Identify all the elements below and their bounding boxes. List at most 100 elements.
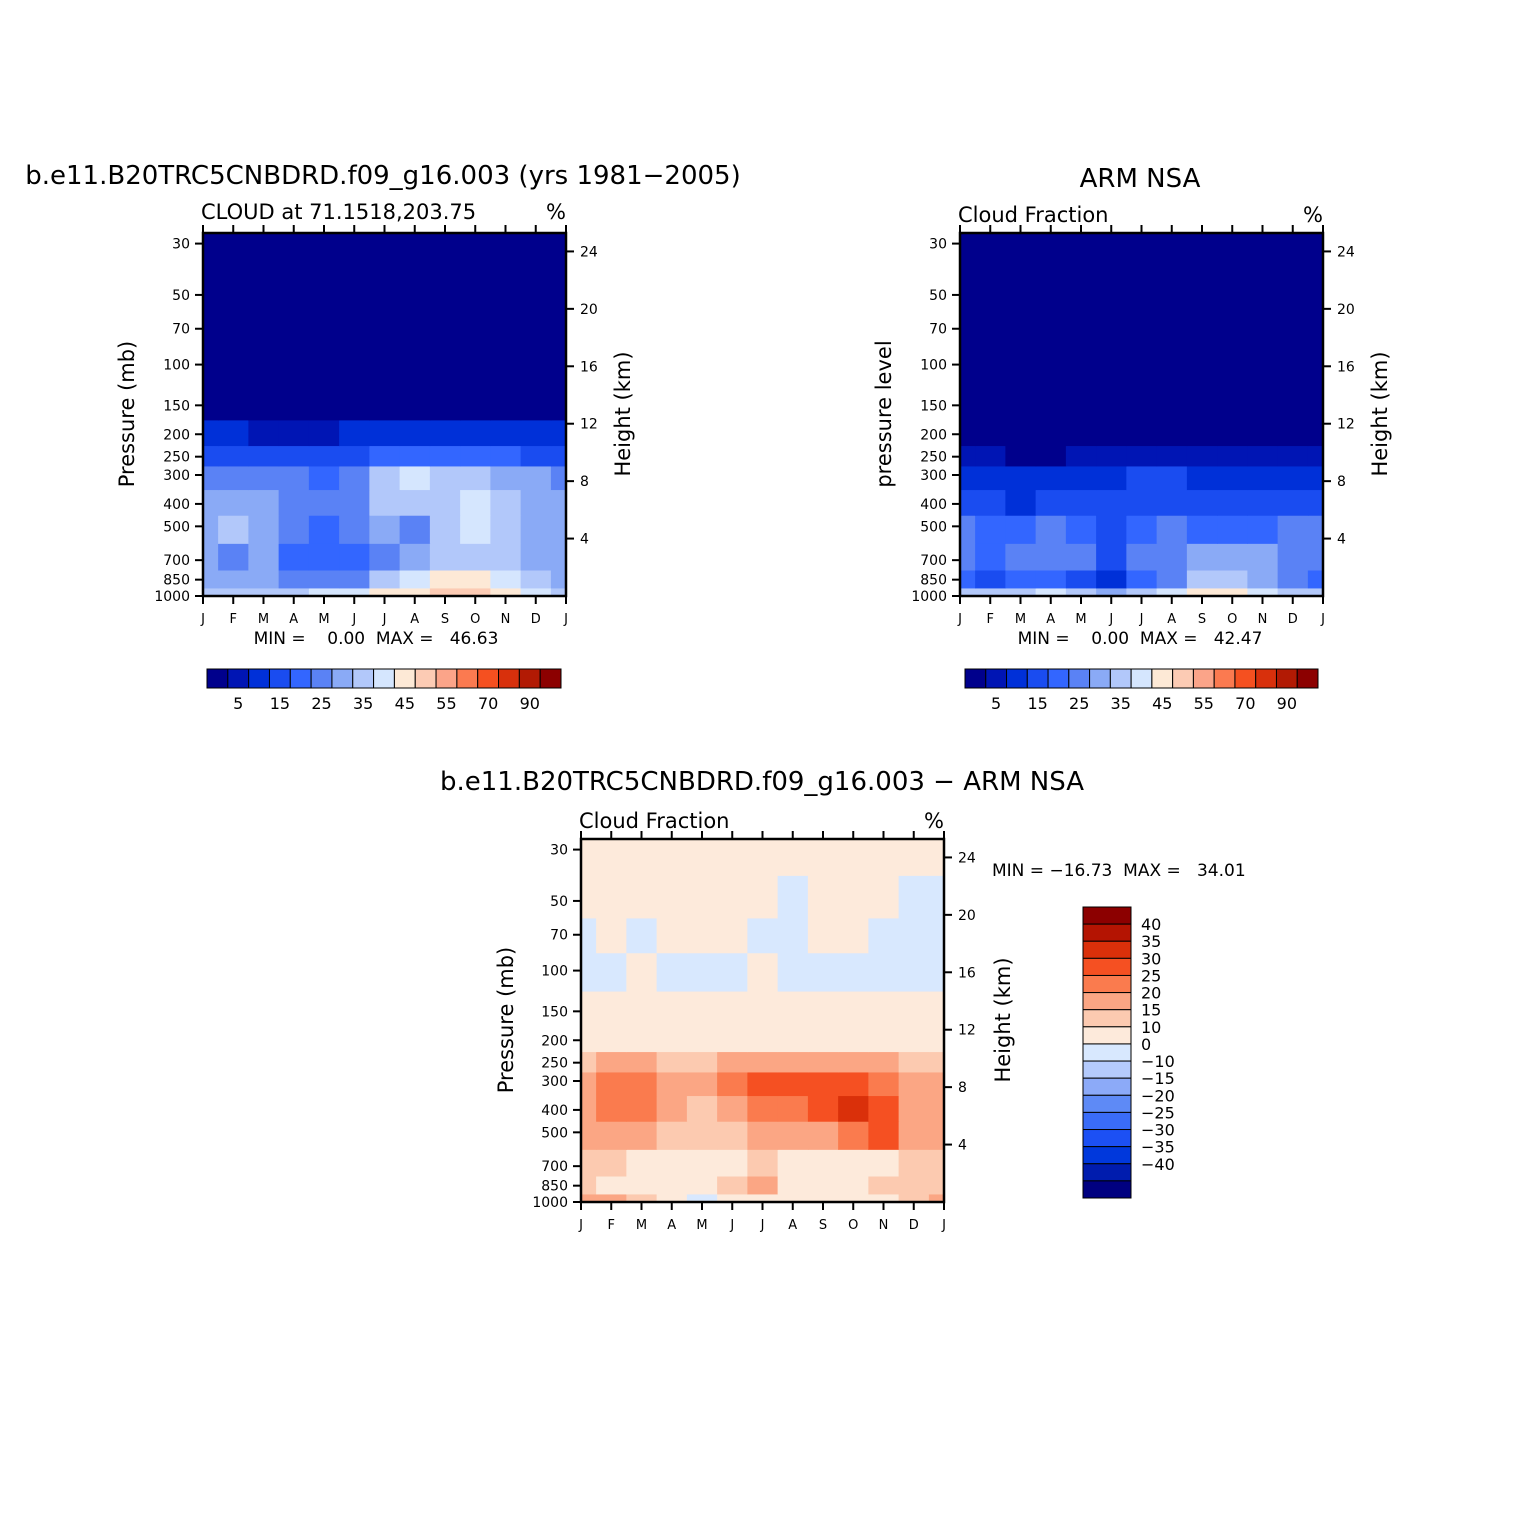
contour-cell bbox=[928, 1175, 944, 1195]
model-cloud-panel: b.e11.B20TRC5CNBDRD.f09_g16.003 (yrs 198… bbox=[25, 161, 740, 713]
contour-cell bbox=[656, 1149, 688, 1177]
colorbar-swatch bbox=[1006, 668, 1028, 689]
contour-cell bbox=[1277, 445, 1309, 467]
y-tick-label: 700 bbox=[920, 553, 947, 569]
contour-cell bbox=[339, 543, 370, 571]
contour-cell bbox=[1005, 419, 1037, 447]
y2-tick-label: 16 bbox=[1337, 359, 1355, 375]
contour-cell bbox=[717, 1025, 748, 1053]
contour-cell bbox=[308, 419, 340, 447]
colorbar-label: −20 bbox=[1141, 1086, 1175, 1105]
y2-axis-label: Height (km) bbox=[611, 351, 635, 476]
contour-cell bbox=[369, 569, 401, 589]
y2-tick-label: 12 bbox=[1337, 417, 1355, 433]
y-tick-label: 700 bbox=[163, 553, 190, 569]
contour-cell bbox=[399, 233, 431, 270]
contour-cell bbox=[550, 543, 566, 571]
y2-tick-label: 24 bbox=[580, 244, 598, 260]
y2-tick-label: 24 bbox=[958, 850, 976, 866]
contour-cell bbox=[1126, 269, 1158, 313]
contour-cell bbox=[308, 233, 340, 270]
contour-cell bbox=[1186, 569, 1218, 589]
contour-cell bbox=[1005, 515, 1037, 544]
contour-cell bbox=[429, 384, 461, 421]
y2-tick-label: 4 bbox=[958, 1138, 967, 1154]
contour-cell bbox=[1156, 445, 1188, 467]
contour-cell bbox=[626, 1193, 658, 1202]
contour-cell bbox=[308, 269, 340, 313]
contour-cell bbox=[308, 311, 340, 348]
colorbar-swatch bbox=[518, 668, 541, 689]
colorbar-swatch bbox=[1082, 1077, 1132, 1096]
colorbar-swatch bbox=[1082, 1009, 1132, 1028]
contour-cell bbox=[520, 233, 552, 270]
contour-cell bbox=[1217, 543, 1248, 571]
contour-cell bbox=[717, 1175, 748, 1195]
x-tick-label: J bbox=[1139, 612, 1144, 627]
y-tick-label: 1000 bbox=[154, 589, 190, 605]
colorbar-swatch bbox=[1082, 1094, 1132, 1113]
y2-tick-label: 8 bbox=[580, 474, 589, 490]
contour-cell bbox=[656, 990, 688, 1027]
colorbar-swatch bbox=[1130, 668, 1153, 689]
contour-cell bbox=[278, 419, 310, 447]
contour-cell bbox=[308, 346, 340, 386]
x-tick-label: M bbox=[1075, 612, 1086, 627]
contour-cell bbox=[1247, 384, 1279, 421]
contour-cell bbox=[1035, 489, 1067, 516]
x-tick-label: D bbox=[909, 1218, 919, 1233]
contour-cell bbox=[339, 489, 370, 516]
contour-cell bbox=[807, 1025, 839, 1053]
contour-cell bbox=[1217, 233, 1248, 270]
contour-cell bbox=[777, 917, 809, 954]
contour-cell bbox=[868, 917, 900, 954]
contour-cell bbox=[1156, 419, 1188, 447]
contour-cell bbox=[278, 445, 310, 467]
contour-cell bbox=[1277, 515, 1309, 544]
contour-cell bbox=[960, 384, 976, 421]
contour-cell bbox=[218, 543, 249, 571]
x-tick-label: D bbox=[531, 612, 541, 627]
contour-cell bbox=[520, 569, 552, 589]
contour-cell bbox=[218, 489, 249, 516]
contour-cell bbox=[807, 1051, 839, 1073]
contour-cell bbox=[747, 1095, 779, 1122]
colorbar-swatch bbox=[1068, 668, 1091, 689]
contour-cell bbox=[975, 543, 1006, 571]
contour-cell bbox=[1096, 445, 1127, 467]
contour-cell bbox=[898, 1193, 930, 1202]
y-tick-label: 100 bbox=[541, 964, 568, 980]
contour-cell bbox=[686, 917, 718, 954]
contour-cell bbox=[429, 311, 461, 348]
x-tick-label: N bbox=[879, 1218, 889, 1233]
contour-cell bbox=[520, 346, 552, 386]
contour-cell bbox=[807, 875, 839, 919]
contour-cell bbox=[928, 1121, 944, 1150]
colorbar-label: 55 bbox=[436, 694, 456, 713]
contour-cell bbox=[399, 515, 431, 544]
contour-cell bbox=[1156, 543, 1188, 571]
y-tick-label: 30 bbox=[929, 237, 947, 253]
panel-subtitle: Cloud Fraction bbox=[958, 203, 1109, 227]
contour-cell bbox=[248, 346, 280, 386]
colorbar-swatch bbox=[1082, 974, 1132, 994]
contour-cell bbox=[490, 445, 522, 467]
y-tick-label: 200 bbox=[920, 427, 947, 443]
contour-cell bbox=[218, 311, 249, 348]
contour-cell bbox=[1247, 311, 1279, 348]
contour-cell bbox=[339, 346, 370, 386]
contour-cell bbox=[717, 1121, 748, 1150]
x-tick-label: J bbox=[578, 1218, 583, 1233]
x-tick-label: J bbox=[351, 612, 356, 627]
panel-subtitle: Cloud Fraction bbox=[579, 809, 730, 833]
y-tick-label: 30 bbox=[550, 843, 568, 859]
contour-cell bbox=[807, 1175, 839, 1195]
contour-cell bbox=[777, 1149, 809, 1177]
contour-cell bbox=[460, 489, 491, 516]
contour-cell bbox=[369, 465, 401, 491]
contour-cell bbox=[1277, 465, 1309, 491]
colorbar-label: −25 bbox=[1141, 1103, 1175, 1122]
colorbar-swatch bbox=[539, 668, 562, 689]
contour-cell bbox=[550, 346, 566, 386]
contour-cell bbox=[490, 419, 522, 447]
